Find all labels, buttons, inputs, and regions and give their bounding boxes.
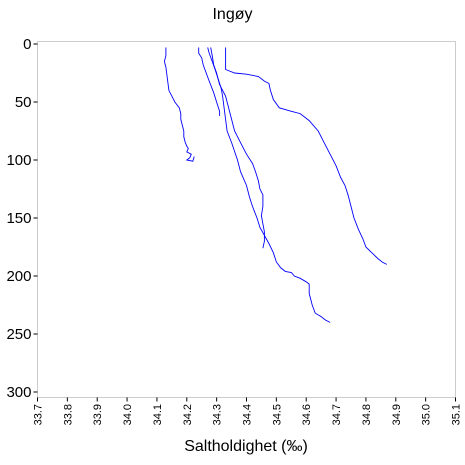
y-tick-label: 250 — [6, 326, 31, 343]
y-tick-label: 200 — [6, 268, 31, 285]
y-tick-label: 50 — [15, 94, 32, 111]
y-tick-label: 300 — [6, 384, 31, 401]
x-tick-label: 34.5 — [271, 404, 283, 425]
series-line-5 — [225, 47, 388, 265]
x-tick-label: 33.7 — [33, 404, 45, 425]
y-tick-label: 150 — [6, 210, 31, 227]
x-tick-label: 33.8 — [62, 404, 74, 425]
y-tick-label: 0 — [23, 36, 31, 53]
x-tick-label: 34.8 — [361, 404, 373, 425]
x-tick-label: 34.3 — [212, 404, 224, 425]
series-line-3 — [207, 47, 331, 323]
x-tick-label: 34.4 — [242, 404, 254, 425]
x-tick-label: 34.7 — [331, 404, 343, 425]
x-tick-label: 34.2 — [182, 404, 194, 425]
x-tick-label: 34.9 — [391, 404, 403, 425]
x-axis-label: Saltholdighet (‰) — [184, 438, 308, 455]
x-tick-label: 34.0 — [122, 404, 134, 425]
series-line-2 — [198, 47, 221, 116]
x-tick-label: 35.1 — [451, 404, 463, 425]
plot-frame — [37, 41, 456, 398]
x-tick-label: 33.9 — [92, 404, 104, 425]
series-line-1 — [163, 47, 195, 162]
series-line-4 — [210, 47, 265, 249]
y-tick-label: 100 — [6, 152, 31, 169]
chart-title: Ingøy — [212, 6, 253, 23]
x-tick-label: 34.6 — [301, 404, 313, 425]
x-tick-label: 34.1 — [152, 404, 164, 425]
x-tick-label: 35.0 — [421, 404, 433, 425]
